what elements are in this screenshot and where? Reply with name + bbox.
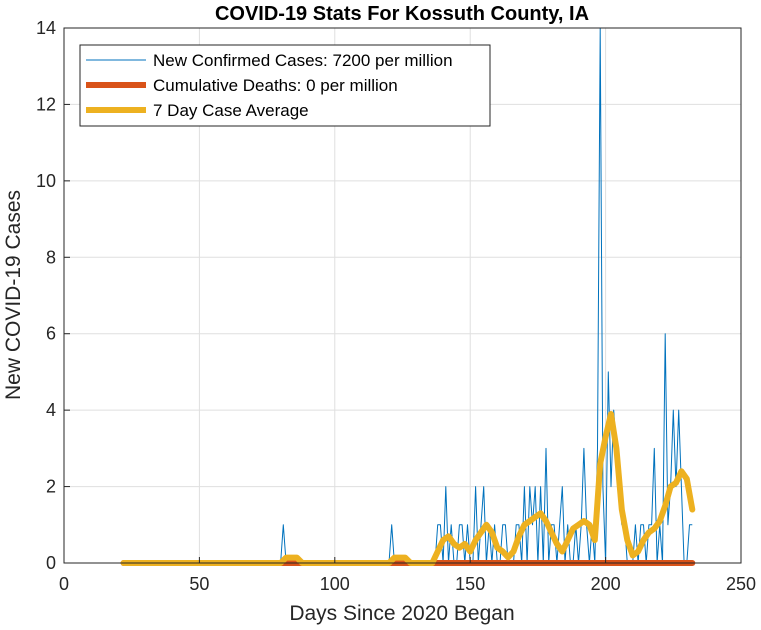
y-tick-label: 12 [36, 94, 56, 114]
y-tick-label: 8 [46, 247, 56, 267]
x-tick-label: 0 [59, 574, 69, 594]
x-tick-label: 150 [455, 574, 485, 594]
axis-ticks: 0 50 100 150 200 250 0 2 4 6 8 10 12 14 [36, 18, 756, 594]
legend: New Confirmed Cases: 7200 per million Cu… [79, 44, 491, 127]
legend-label-seven-day-average: 7 Day Case Average [153, 101, 309, 120]
legend-box [79, 44, 491, 127]
plot-area-frame [63, 27, 742, 564]
y-axis-label: New COVID-19 Cases [2, 190, 25, 400]
x-axis-label: Days Since 2020 Began [289, 602, 514, 625]
x-tick-label: 200 [591, 574, 621, 594]
y-tick-label: 10 [36, 171, 56, 191]
y-tick-label: 14 [36, 18, 56, 38]
y-tick-label: 0 [46, 553, 56, 573]
y-tick-label: 2 [46, 477, 56, 497]
legend-label-new-cases: New Confirmed Cases: 7200 per million [153, 51, 453, 70]
y-tick-label: 4 [46, 400, 56, 420]
y-tick-label: 6 [46, 324, 56, 344]
series-seven-day-average [120, 411, 696, 566]
series-new-confirmed-cases [123, 27, 693, 564]
x-tick-label: 250 [726, 574, 756, 594]
x-tick-label: 100 [320, 574, 350, 594]
legend-label-cumulative-deaths: Cumulative Deaths: 0 per million [153, 76, 398, 95]
chart-title: COVID-19 Stats For Kossuth County, IA [215, 3, 589, 25]
x-tick-label: 50 [189, 574, 209, 594]
